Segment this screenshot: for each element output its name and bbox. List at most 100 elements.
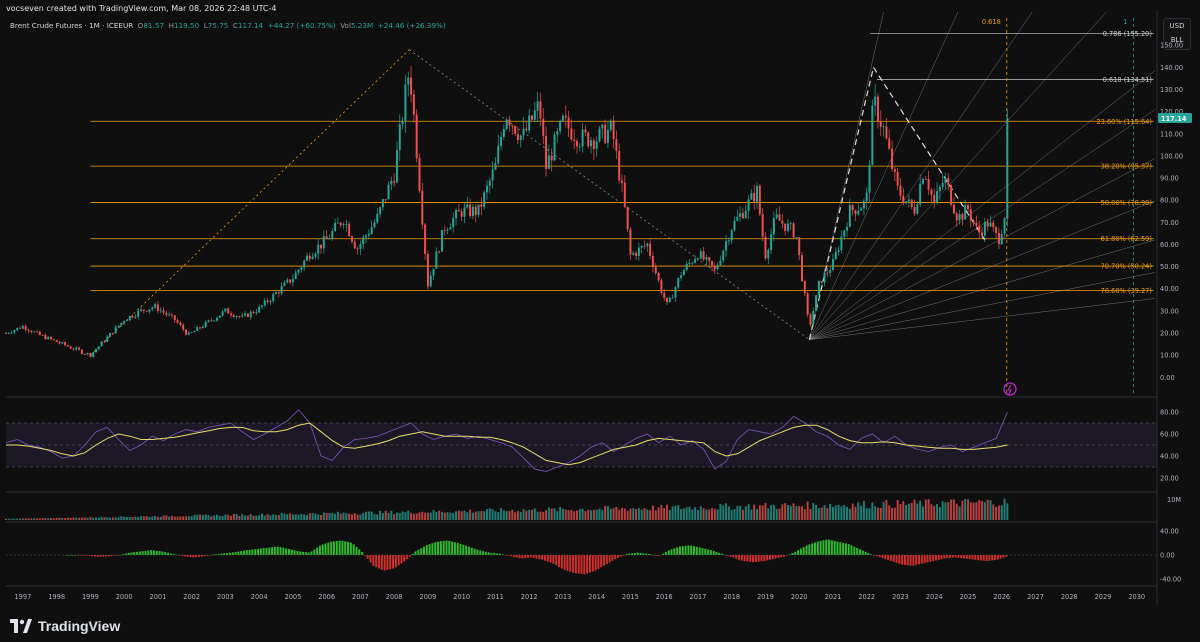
candle-body bbox=[997, 232, 1000, 245]
oscillator-bar bbox=[732, 555, 735, 558]
candle-body bbox=[210, 320, 213, 322]
candle-body bbox=[865, 192, 868, 201]
volume-bar bbox=[401, 511, 404, 520]
candle-body bbox=[767, 249, 770, 259]
year-tick-label: 2016 bbox=[656, 593, 673, 601]
volume-bar bbox=[626, 510, 629, 520]
candle-body bbox=[840, 236, 843, 251]
candle-body bbox=[508, 119, 511, 126]
volume-bar bbox=[213, 515, 216, 520]
gann-fan-ray bbox=[809, 11, 1107, 340]
oscillator-bar bbox=[482, 551, 485, 555]
candle-body bbox=[64, 342, 67, 346]
oscillator-bar bbox=[397, 555, 400, 566]
gann-fan[interactable] bbox=[809, 11, 1156, 340]
candle-body bbox=[334, 222, 337, 231]
volume-bar bbox=[694, 506, 697, 520]
candle-body bbox=[961, 214, 964, 220]
oscillator-bar bbox=[889, 555, 892, 561]
oscillator-bar bbox=[490, 552, 493, 555]
candle-body bbox=[635, 252, 638, 256]
year-tick-label: 2002 bbox=[183, 593, 200, 601]
candle-body bbox=[89, 353, 92, 357]
oscillator-bar bbox=[335, 541, 338, 555]
volume-bar bbox=[173, 516, 176, 520]
volume-bar bbox=[567, 510, 570, 520]
fibonacci-extension[interactable]: 0.786 (155.20) 0.618 (134.51) 0.618 1 bbox=[870, 18, 1154, 395]
oscillator-bar bbox=[920, 555, 923, 564]
volume-bar bbox=[277, 515, 280, 520]
oscillator-bar bbox=[389, 555, 392, 570]
candle-body bbox=[494, 163, 497, 170]
volume-bar bbox=[66, 517, 69, 520]
oscillator-bar bbox=[572, 555, 575, 573]
currency-unit-selector[interactable]: USD BLL bbox=[1163, 18, 1191, 50]
gann-fan-ray bbox=[809, 109, 1156, 340]
volume-bar bbox=[19, 518, 22, 520]
oscillator-bar bbox=[555, 555, 558, 566]
oscillator-bar bbox=[729, 555, 732, 557]
year-tick-label: 2015 bbox=[622, 593, 639, 601]
oscillator-bar bbox=[212, 554, 215, 556]
oscillator-bar bbox=[498, 553, 501, 555]
volume-bar bbox=[525, 510, 528, 520]
oscillator-bar bbox=[684, 545, 687, 555]
oscillator-bar bbox=[524, 555, 527, 559]
candle-body bbox=[207, 320, 210, 322]
volume-bar bbox=[837, 504, 840, 520]
rsi-pane bbox=[5, 409, 1157, 472]
axes bbox=[6, 10, 1158, 605]
candle-body bbox=[654, 267, 657, 274]
volume-bar bbox=[291, 514, 294, 520]
oscillator-bar bbox=[186, 555, 189, 557]
oscillator-bar bbox=[183, 555, 186, 557]
candle-body bbox=[716, 265, 719, 270]
fib-level-label: 70.70% (50.24) bbox=[1101, 263, 1152, 271]
oscillator-bar bbox=[667, 550, 670, 555]
oscillator-bar bbox=[996, 555, 999, 560]
oscillator-bar bbox=[200, 555, 203, 557]
oscillator-bar bbox=[1002, 555, 1005, 558]
oscillator-bar bbox=[262, 548, 265, 555]
candle-body bbox=[893, 168, 896, 172]
candle-body bbox=[426, 253, 429, 287]
volume-bar bbox=[95, 517, 97, 520]
volume-bar bbox=[109, 517, 112, 520]
volume-bar bbox=[342, 512, 345, 520]
candle-body bbox=[778, 214, 781, 221]
currency-label[interactable]: USD bbox=[1169, 22, 1185, 30]
year-tick-label: 2019 bbox=[757, 593, 774, 601]
candle-body bbox=[843, 230, 846, 237]
volume-bar bbox=[590, 510, 593, 520]
oscillator-bar bbox=[588, 555, 591, 573]
oscillator-bar bbox=[794, 551, 797, 555]
volume-bar bbox=[1006, 503, 1009, 520]
oscillator-bar bbox=[828, 539, 831, 555]
symbol-name[interactable]: Brent Crude Futures · 1M · ICEEUR bbox=[10, 21, 134, 30]
oscillator-bar bbox=[875, 555, 878, 557]
volume-bar bbox=[283, 513, 286, 520]
fibonacci-retracement[interactable]: 23.60% (115.64) 38.20% (95.37) 50.00% (78.… bbox=[90, 118, 1154, 295]
oscillator-bar bbox=[752, 555, 755, 563]
volume-bar bbox=[685, 507, 688, 520]
volume-bar bbox=[134, 516, 137, 520]
volume-bar bbox=[314, 513, 317, 520]
unit-label[interactable]: BLL bbox=[1170, 36, 1184, 44]
oscillator-bar bbox=[169, 553, 172, 555]
candle-body bbox=[30, 331, 33, 333]
volume-bar bbox=[148, 516, 151, 520]
oscillator-bar bbox=[96, 555, 99, 557]
oscillator-bar bbox=[93, 555, 96, 557]
volume-bar bbox=[111, 517, 114, 520]
candle-body bbox=[21, 326, 24, 329]
candle-body bbox=[466, 204, 469, 208]
volume-bar bbox=[80, 517, 83, 520]
trendlines[interactable] bbox=[90, 49, 986, 356]
oscillator-bar bbox=[648, 553, 650, 555]
oscillator-bar bbox=[411, 553, 414, 555]
volume-bar bbox=[601, 509, 604, 520]
alert-icon[interactable] bbox=[1003, 382, 1017, 396]
volume-bar bbox=[573, 511, 576, 520]
candle-body bbox=[314, 253, 317, 257]
